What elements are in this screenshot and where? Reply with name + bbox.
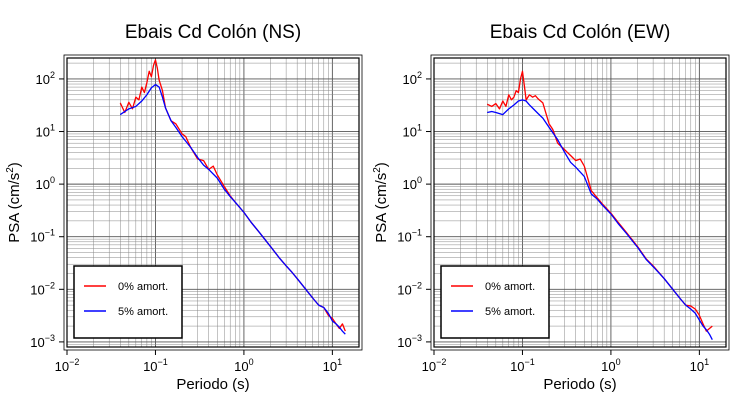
chart-panel-2: Ebais Cd Colón (EW)10−2 10−1 100 10110−310−…: [372, 22, 730, 393]
y-tick-label: 10−2: [397, 280, 422, 297]
y-axis-label: PSA (cm/s2): [5, 162, 23, 243]
y-tick-label: 10−3: [397, 333, 422, 350]
x-tick-label: 10−1: [510, 357, 535, 374]
y-tick-label: 100: [403, 175, 422, 192]
y-tick-label: 102: [36, 70, 55, 87]
legend-label: 5% amort.: [485, 306, 535, 318]
series-line-2: [119, 83, 346, 335]
chart-panel-1: Ebais Cd Colón (NS)10−2 10−1 100 10110−310−…: [5, 22, 363, 393]
legend: 0% amort. 5% amort.: [73, 265, 183, 339]
series-line-2: [487, 99, 713, 341]
chart-title: Ebais Cd Colón (NS): [125, 22, 301, 43]
x-tick-label: 101: [323, 357, 342, 374]
x-tick-label: 10−2: [55, 357, 80, 374]
x-tick-label: 100: [601, 357, 620, 374]
y-tick-label: 100: [36, 175, 55, 192]
legend-label: 5% amort.: [118, 306, 168, 318]
legend-label: 0% amort.: [118, 281, 168, 293]
plot-frame: [66, 57, 360, 348]
y-axis-label: PSA (cm/s2): [372, 162, 390, 243]
x-tick-label: 100: [234, 357, 253, 374]
x-tick-label: 10−2: [422, 357, 447, 374]
y-tick-label: 10−3: [30, 333, 55, 350]
y-tick-label: 10−1: [30, 228, 55, 245]
legend-label: 0% amort.: [485, 281, 535, 293]
y-tick-label: 102: [403, 70, 422, 87]
y-tick-label: 101: [403, 123, 422, 140]
x-tick-label: 101: [690, 357, 709, 374]
plot-frame-outer: [63, 54, 363, 351]
x-axis-label: Periodo (s): [176, 376, 249, 393]
y-tick-label: 101: [36, 123, 55, 140]
y-tick-label: 10−1: [397, 228, 422, 245]
legend-box: [440, 265, 550, 339]
x-tick-label: 10−1: [143, 357, 168, 374]
legend-box: [73, 265, 183, 339]
plot-frame: [433, 57, 727, 348]
legend: 0% amort. 5% amort.: [440, 265, 550, 339]
plot-frame-outer: [430, 54, 730, 351]
x-axis-label: Periodo (s): [543, 376, 616, 393]
chart-title: Ebais Cd Colón (EW): [490, 22, 671, 43]
y-tick-label: 10−2: [30, 280, 55, 297]
